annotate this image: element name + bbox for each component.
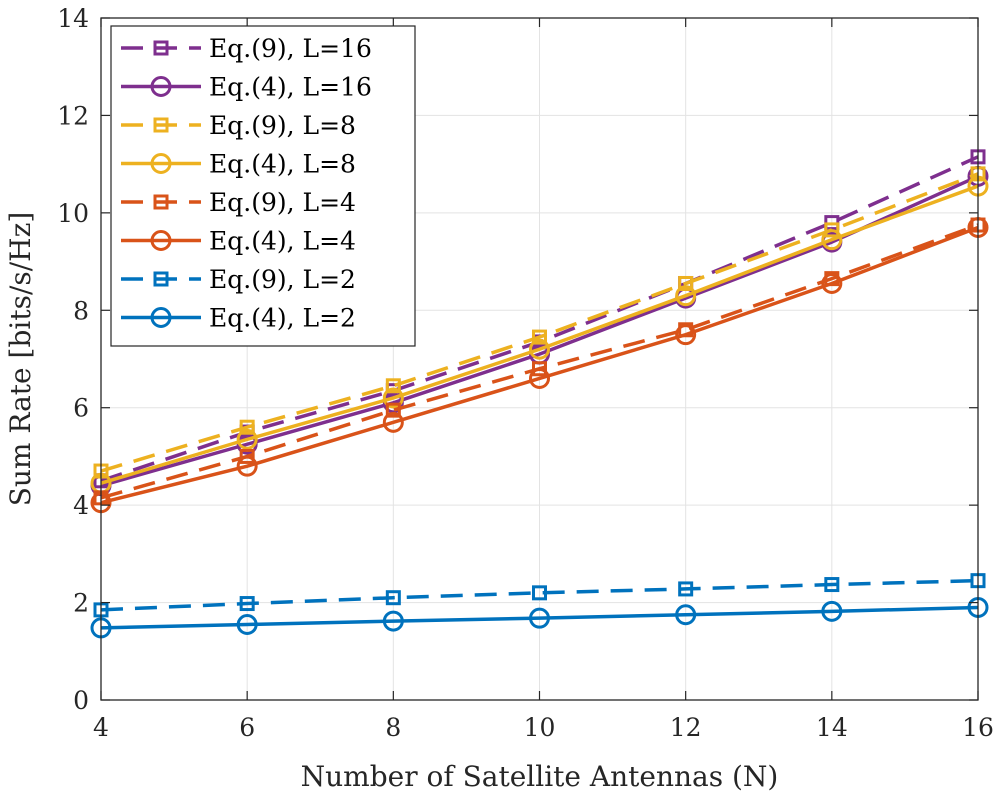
data-point <box>824 577 840 593</box>
legend-marker <box>150 153 172 174</box>
legend-marker <box>153 117 169 133</box>
x-tick-label: 8 <box>385 713 401 742</box>
x-tick-label: 10 <box>524 713 556 742</box>
data-point <box>239 596 255 612</box>
series-line <box>100 225 979 505</box>
legend-entry: Eq.(9), L=4 <box>121 188 356 217</box>
series-line <box>100 605 979 630</box>
data-point <box>236 613 258 635</box>
data-point <box>239 448 255 464</box>
legend-marker <box>153 194 169 210</box>
data-point <box>824 222 840 238</box>
data-point <box>532 361 547 377</box>
axis-ticks: 4 6 8 10 12 14 16 0 2 4 6 8 10 12 14 <box>57 4 994 742</box>
data-point <box>382 411 404 433</box>
legend-label: Eq.(4), L=8 <box>209 150 356 179</box>
x-axis-label: Number of Satellite Antennas (N) <box>301 760 779 793</box>
legend-entry: Eq.(9), L=2 <box>121 265 356 294</box>
legend-entry: Eq.(4), L=16 <box>121 73 372 102</box>
legend-marker <box>150 307 172 328</box>
x-tick-label: 16 <box>962 713 994 742</box>
y-axis-label: Sum Rate [bits/s/Hz] <box>4 212 37 507</box>
data-point <box>382 387 404 409</box>
legend-entry: Eq.(4), L=2 <box>121 304 356 333</box>
x-tick-label: 6 <box>239 713 255 742</box>
data-point <box>821 272 843 294</box>
data-point <box>675 285 697 307</box>
y-tick-label: 10 <box>57 199 89 228</box>
x-tick-label: 14 <box>816 713 848 742</box>
data-point <box>532 329 547 345</box>
legend-marker <box>153 40 169 56</box>
series-line <box>100 174 979 488</box>
data-point <box>239 419 255 435</box>
data-point <box>821 229 843 251</box>
legend-label: Eq.(4), L=2 <box>209 304 356 333</box>
series-line <box>100 578 979 612</box>
data-point <box>678 581 694 597</box>
series-line <box>100 184 979 485</box>
y-tick-label: 12 <box>57 101 89 130</box>
legend-marker <box>153 271 169 287</box>
legend-label: Eq.(9), L=16 <box>209 34 372 63</box>
legend-entry: Eq.(4), L=4 <box>121 227 356 256</box>
legend-label: Eq.(9), L=8 <box>209 111 356 140</box>
data-point <box>236 428 258 450</box>
data-point <box>529 607 550 629</box>
data-point <box>532 585 547 601</box>
legend-label: Eq.(4), L=16 <box>209 73 372 102</box>
data-point <box>678 275 694 291</box>
legend-label: Eq.(9), L=4 <box>209 188 356 217</box>
legend-entry: Eq.(4), L=8 <box>121 150 356 179</box>
data-point <box>529 367 550 389</box>
data-point <box>382 610 404 632</box>
data-point <box>385 590 401 606</box>
data-point <box>529 338 550 360</box>
series-layer <box>90 149 989 639</box>
legend-entry: Eq.(9), L=8 <box>121 111 356 140</box>
y-tick-label: 0 <box>73 686 89 715</box>
legend-box <box>110 25 416 347</box>
x-tick-label: 4 <box>93 713 109 742</box>
y-tick-label: 2 <box>73 589 89 618</box>
y-tick-label: 8 <box>73 296 89 325</box>
x-tick-label: 12 <box>670 713 702 742</box>
legend-entry: Eq.(9), L=16 <box>121 34 372 63</box>
series-6 <box>93 573 986 618</box>
data-point <box>675 324 697 346</box>
data-point <box>385 378 401 394</box>
y-tick-label: 6 <box>73 394 89 423</box>
y-tick-label: 14 <box>57 4 89 33</box>
legend-marker <box>150 230 172 251</box>
legend: Eq.(9), L=16 Eq.(4), L=16 Eq.(9), L=8 Eq.(4… <box>110 25 416 347</box>
data-point <box>675 604 697 626</box>
legend-marker <box>150 76 172 97</box>
data-point <box>385 402 401 418</box>
legend-label: Eq.(9), L=2 <box>209 265 356 294</box>
legend-label: Eq.(4), L=4 <box>209 227 356 256</box>
y-tick-label: 4 <box>73 491 89 520</box>
data-point <box>236 455 258 477</box>
data-point <box>821 600 843 622</box>
